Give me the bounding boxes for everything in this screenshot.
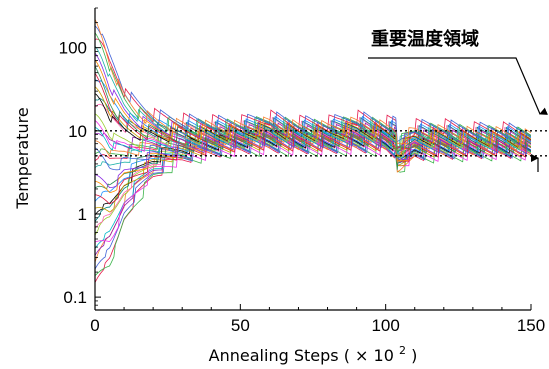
series-line (95, 130, 531, 236)
series-line (95, 125, 531, 159)
series-line (95, 19, 531, 145)
x-axis-title: Annealing Steps ( × 10 2 ) (209, 339, 418, 365)
x-axis-title-unit-exp: 2 (399, 344, 406, 357)
y-axis-title: Temperature (13, 107, 32, 209)
series-line (95, 86, 531, 156)
annotation-leader-line (368, 57, 549, 115)
series-line (95, 52, 531, 152)
series-line (95, 32, 531, 152)
series-lines (95, 19, 531, 283)
x-tick-label: 0 (90, 316, 99, 335)
series-line (95, 25, 531, 143)
series-line (95, 93, 531, 157)
series-line (95, 133, 531, 205)
series-line (95, 131, 531, 189)
series-line (95, 113, 531, 158)
y-tick-label: 0.1 (63, 288, 87, 307)
x-axis-title-unit-suffix: ) (411, 346, 417, 365)
y-ticks: 0.1 1 10 100 (59, 7, 101, 311)
x-ticks: 0 50 100 150 (90, 304, 545, 335)
series-line (95, 79, 531, 150)
y-tick-label: 10 (68, 122, 87, 141)
x-axis-title-main: Annealing Steps (209, 346, 339, 365)
series-line (95, 126, 531, 163)
x-tick-label: 50 (231, 316, 250, 335)
series-line (95, 132, 531, 193)
series-line (95, 138, 531, 243)
series-line (95, 140, 531, 276)
reference-lines (95, 130, 549, 157)
x-tick-label: 100 (371, 316, 399, 335)
annotation-label: 重要温度領域 (371, 28, 479, 50)
y-tick-label: 1 (78, 205, 87, 224)
series-line (95, 133, 531, 213)
x-tick-label: 150 (517, 316, 545, 335)
y-tick-label: 100 (59, 39, 87, 58)
series-line (95, 38, 531, 150)
x-axis-title-unit-prefix: ( × 10 (344, 346, 394, 365)
